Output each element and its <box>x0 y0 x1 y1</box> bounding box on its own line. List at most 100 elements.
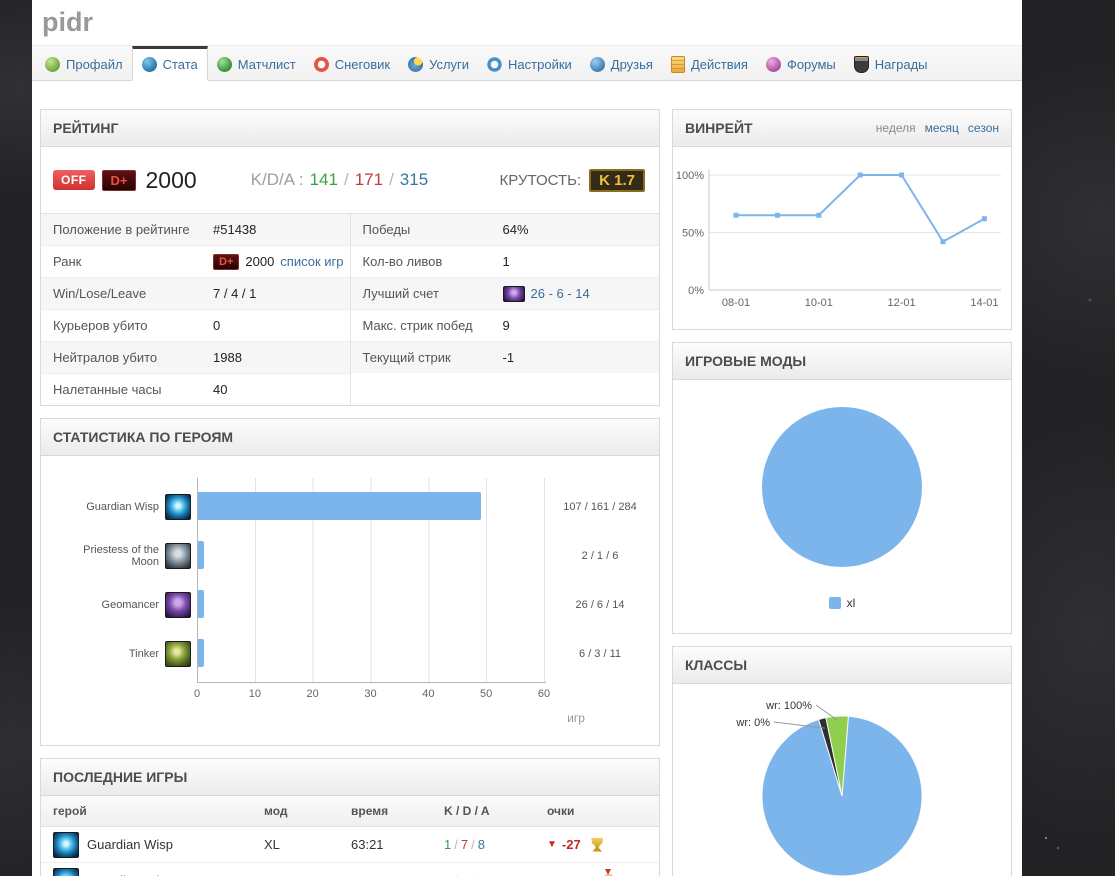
hero-stats-header: СТАТИСТИКА ПО ГЕРОЯМ <box>40 418 660 456</box>
rating-row-label: Текущий стрик <box>362 350 451 365</box>
nav-tab-label: Матчлист <box>237 57 296 72</box>
recent-games-title: ПОСЛЕДНИЕ ИГРЫ <box>53 769 188 785</box>
recent-game-row[interactable]: Guardian Wisp XL 63:21 1/7/8 ▼ -27 <box>41 827 659 863</box>
column-header: время <box>351 804 389 818</box>
hero-chart-x-axis: 0 10 20 30 40 50 60 <box>194 688 550 702</box>
nav-tab-label: Форумы <box>786 57 836 72</box>
nav-tab-label: Друзья <box>610 57 653 72</box>
nav-tab-actions[interactable]: Действия <box>662 46 757 80</box>
rating-value: 2000 <box>145 166 197 193</box>
nav-tabs: Профайл Стата Матчлист Снеговик Услуги Настро… <box>32 45 1022 81</box>
winrate-chart-body: 0% 50% 100% 08-01 10-01 12-01 14-01 <box>672 147 1012 330</box>
content: РЕЙТИНГ OFF D+ 2000 K/D/A : 141 / 171 / <box>32 81 1022 876</box>
points-value: +163 <box>562 873 591 876</box>
trophy-icon <box>591 837 604 852</box>
settings-icon <box>487 57 503 72</box>
hero-bar <box>198 492 482 520</box>
hero-bar <box>198 639 204 667</box>
kda-summary: K/D/A : 141 / 171 / 315 <box>251 170 429 190</box>
rating-row: Кол-во ливов 1 <box>350 245 659 277</box>
classes-pie: wr: 0% wr: 100% <box>735 700 923 876</box>
winrate-panel: ВИНРЕЙТ неделя месяц сезон 0% 50% 100% 08-01 1… <box>672 109 1012 330</box>
game-kda: 3/3/9 <box>444 873 547 876</box>
nav-tab-settings[interactable]: Настройки <box>478 46 581 80</box>
game-modes-legend[interactable]: xl <box>673 596 1011 610</box>
nav-tab-snowman[interactable]: Снеговик <box>305 46 399 80</box>
winrate-period[interactable]: месяц <box>924 121 959 135</box>
actions-icon <box>670 56 685 73</box>
nav-tab-services[interactable]: Услуги <box>399 46 478 80</box>
game-time: 51:50 <box>351 873 444 876</box>
rating-summary: OFF D+ 2000 K/D/A : 141 / 171 / 315 КРУ <box>41 147 659 213</box>
hero-name: Tinker <box>128 647 159 660</box>
nav-tab-friends[interactable]: Друзья <box>581 46 662 80</box>
nav-tab-label: Снеговик <box>334 57 391 72</box>
rating-row-value: -1 <box>503 350 515 365</box>
services-icon <box>408 57 424 72</box>
rating-row-value: D+ 2000 список игр <box>213 253 344 270</box>
rating-value-text: 1988 <box>213 350 242 365</box>
profile-icon <box>45 57 60 72</box>
game-modes-title: ИГРОВЫЕ МОДЫ <box>685 353 807 369</box>
rating-value-text[interactable]: 26 - 6 - 14 <box>530 286 590 301</box>
hero-bar-row: Tinker 6 / 3 / 11 <box>53 629 659 678</box>
rating-row-label: Макс. стрик побед <box>362 318 473 333</box>
hero-chart-rows: Guardian Wisp 107 / 161 / 284 Priestess of… <box>53 482 659 678</box>
hero-name: Priestess of the Moon <box>83 543 159 568</box>
rating-row-value: #51438 <box>213 222 256 237</box>
classes-panel: КЛАССЫ wr: 0% wr: 100% <box>672 646 1012 876</box>
rating-row-label: Налетанные часы <box>53 382 162 397</box>
recent-game-row[interactable]: Guardian WispXL51:503/3/9▲+163 <box>41 863 659 876</box>
winrate-period[interactable]: неделя <box>875 121 916 135</box>
rating-row-label: Положение в рейтинге <box>53 222 190 237</box>
kda-separator: / <box>454 873 458 876</box>
rating-row-label: Лучший счет <box>362 286 439 301</box>
hero-bar-row: Guardian Wisp 107 / 161 / 284 <box>53 482 659 531</box>
winrate-period[interactable]: сезон <box>967 121 999 135</box>
x-tick-label: 20 <box>306 688 319 700</box>
rating-table-left: Положение в рейтинге #51438 Ранк D+ 2000 спис… <box>41 214 350 405</box>
left-column: РЕЙТИНГ OFF D+ 2000 K/D/A : 141 / 171 / <box>40 109 660 876</box>
nav-tab-profile[interactable]: Профайл <box>36 46 132 80</box>
nav-tab-label: Действия <box>690 57 748 72</box>
assists: 8 <box>477 837 485 852</box>
deaths: 3 <box>461 873 468 876</box>
game-modes-pie <box>762 407 922 567</box>
legend-label: xl <box>846 596 856 610</box>
page-title: pidr <box>42 7 93 37</box>
rating-row-value: 40 <box>213 382 227 397</box>
deaths: 7 <box>460 837 469 852</box>
nav-tab-awards[interactable]: Награды <box>845 46 937 80</box>
pie-annotation: wr: 100% <box>765 700 812 712</box>
friends-icon <box>589 57 605 72</box>
games-list-link[interactable]: список игр <box>280 254 344 269</box>
snowman-icon <box>313 57 329 72</box>
guardian-wisp-icon <box>53 867 79 876</box>
hero-stats-title: СТАТИСТИКА ПО ГЕРОЯМ <box>53 429 234 445</box>
off-badge: OFF <box>53 170 95 190</box>
site-header: pidr <box>32 0 1022 45</box>
legend-swatch <box>828 597 841 609</box>
hero-kda-value: 107 / 161 / 284 <box>563 500 637 513</box>
hero-kda-value: 26 / 6 / 14 <box>575 598 625 611</box>
rating-value-text: 1 <box>502 254 510 269</box>
kills: 3 <box>444 873 451 876</box>
nav-tab-label: Награды <box>874 57 928 72</box>
recent-games-header-bar: ПОСЛЕДНИЕ ИГРЫ <box>40 758 660 796</box>
medal-icon <box>602 869 616 876</box>
hero-bar <box>198 541 204 569</box>
down-arrow-icon: ▼ <box>547 839 557 850</box>
nav-tab-forums[interactable]: Форумы <box>757 46 845 80</box>
rating-row-label: Победы <box>362 222 411 237</box>
rating-row: Win/Lose/Leave 7 / 4 / 1 <box>41 277 350 309</box>
priestess-icon <box>165 542 191 569</box>
nav-tab-stats[interactable]: Стата <box>131 46 208 80</box>
winrate-title: ВИНРЕЙТ <box>685 120 753 136</box>
stats-icon <box>141 57 157 72</box>
hero-stats-panel: СТАТИСТИКА ПО ГЕРОЯМ Guardian Wisp 107 / … <box>40 418 660 746</box>
nav-tab-matchlist[interactable]: Матчлист <box>208 46 305 80</box>
svg-text:0%: 0% <box>688 285 704 297</box>
rating-row-label: Курьеров убито <box>53 318 148 333</box>
coolness-label: КРУТОСТЬ: <box>499 171 582 189</box>
game-hero-name: Guardian Wisp <box>87 837 173 852</box>
